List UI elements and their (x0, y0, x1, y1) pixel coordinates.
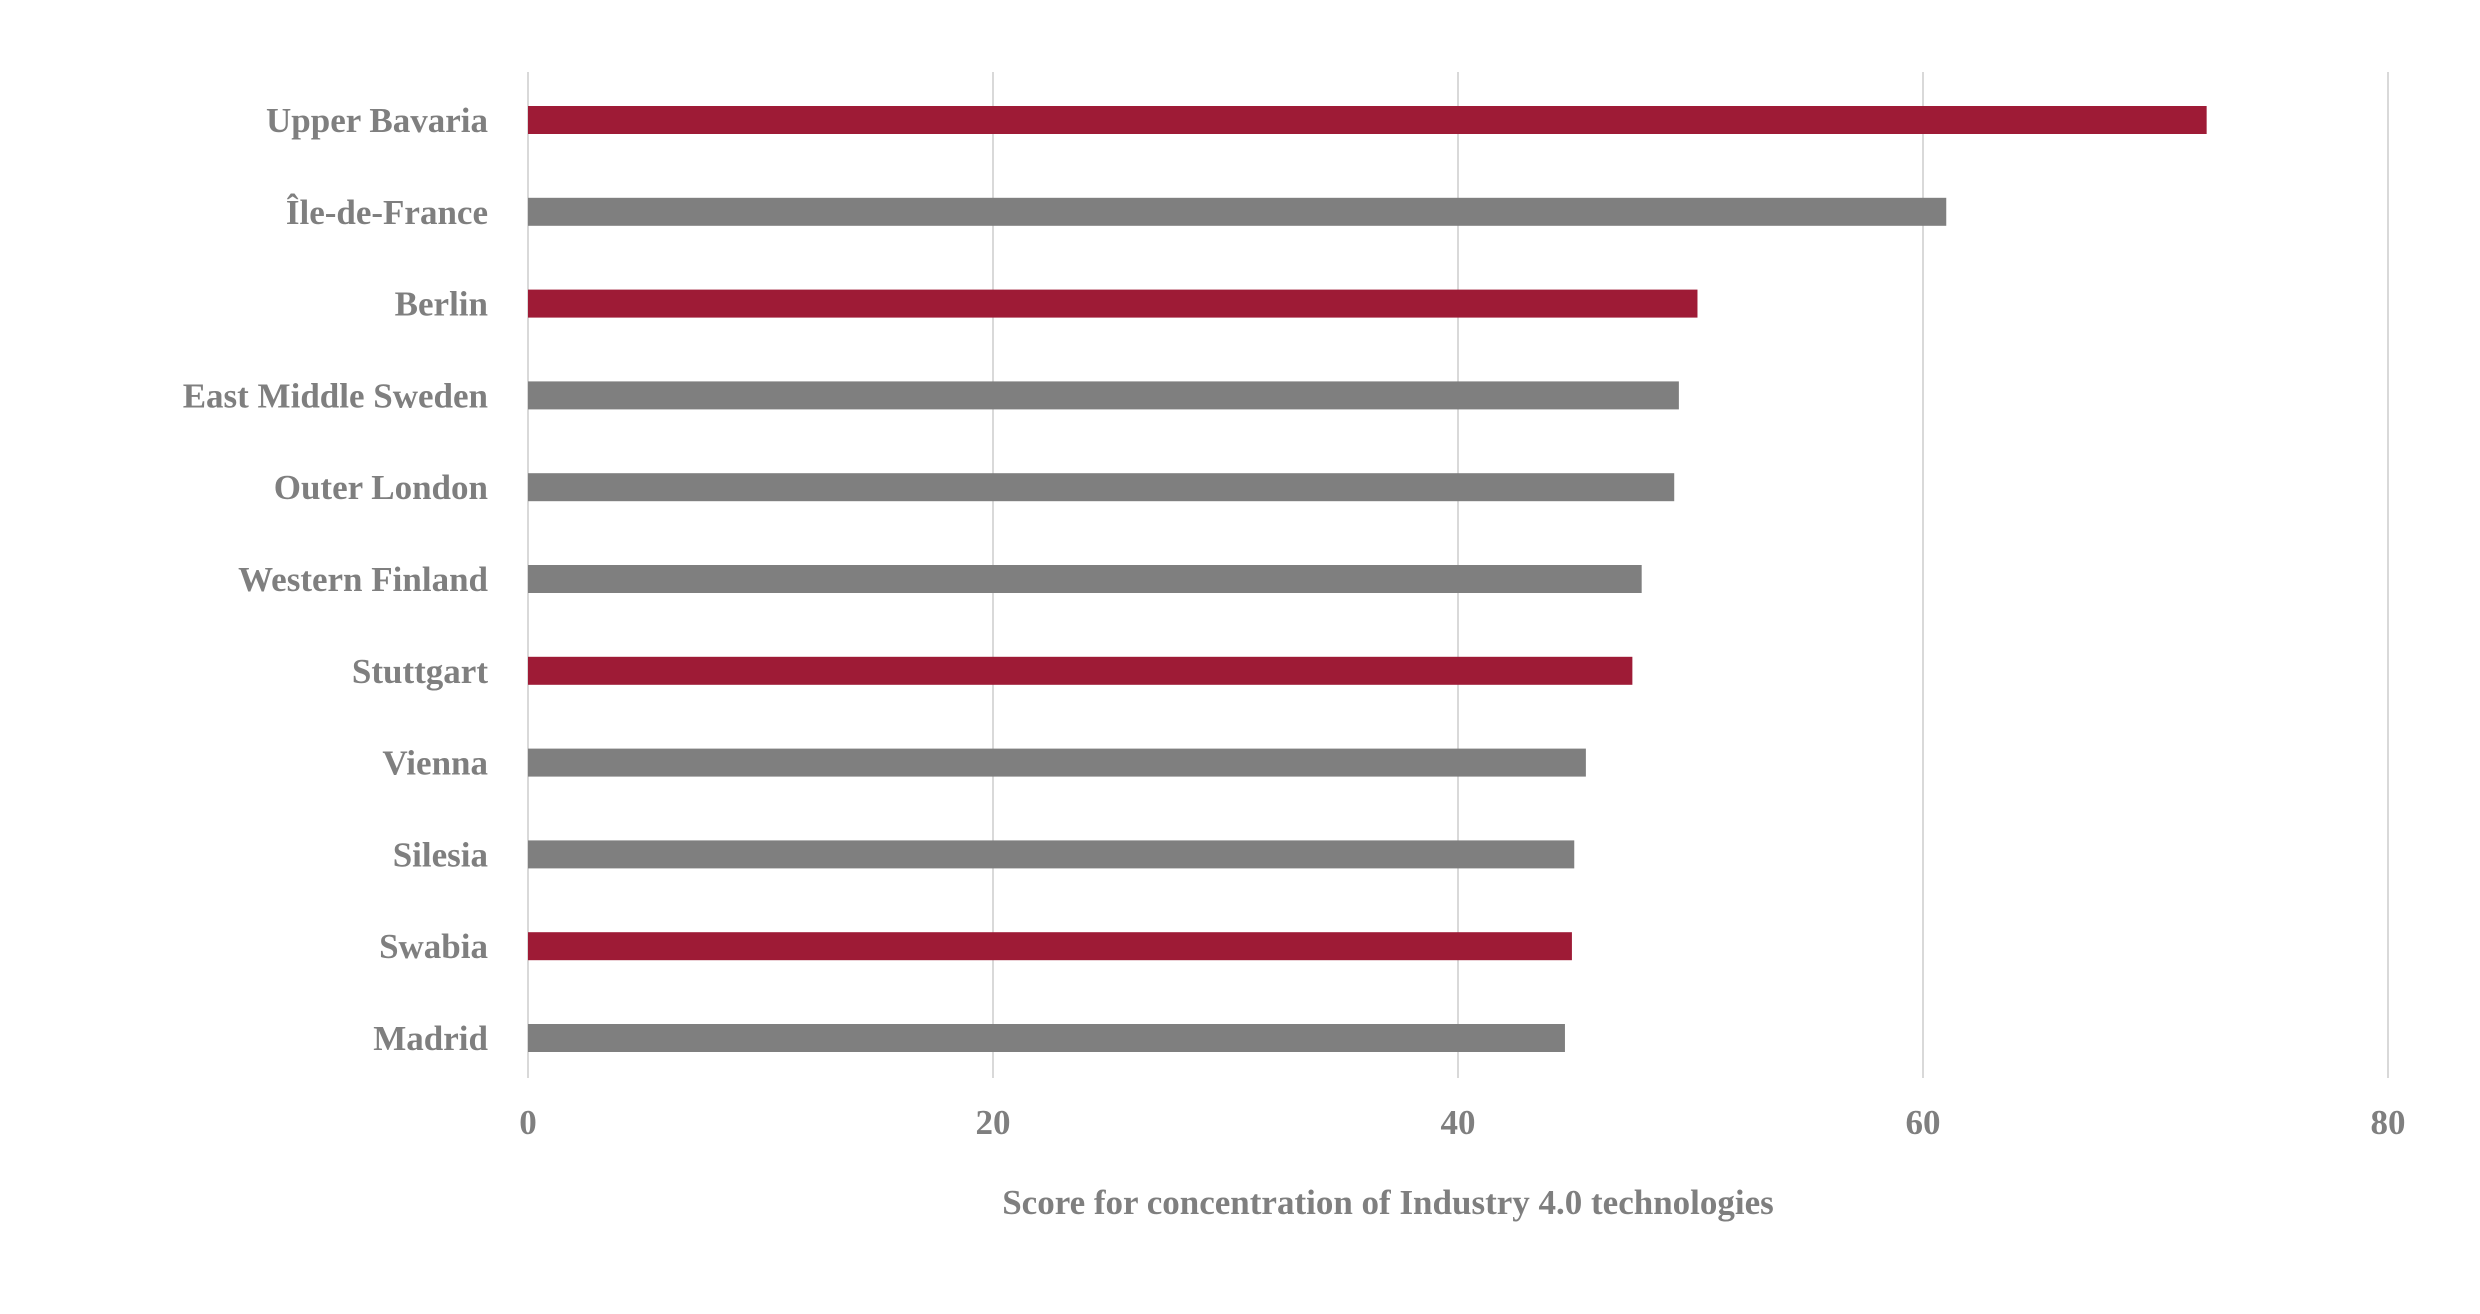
category-label: Outer London (274, 468, 488, 507)
bars (528, 106, 2207, 1052)
category-label: Madrid (373, 1019, 488, 1058)
bar (528, 565, 1642, 593)
bar (528, 840, 1575, 869)
x-axis-title: Score for concentration of Industry 4.0 … (1002, 1183, 1774, 1222)
bar (528, 1024, 1565, 1052)
bar (528, 656, 1633, 685)
x-tick-label: 0 (519, 1103, 537, 1142)
bar (528, 381, 1679, 410)
category-label: Western Finland (238, 560, 488, 599)
x-tick-label: 80 (2371, 1103, 2406, 1142)
x-tick-labels: 0 20 40 60 80 (519, 1103, 2405, 1142)
category-label: Île-de-France (286, 192, 488, 232)
bar (528, 473, 1675, 502)
category-label: Berlin (395, 285, 488, 324)
category-label: Silesia (393, 835, 488, 874)
bar (528, 748, 1586, 777)
bar (528, 932, 1572, 961)
bar (528, 289, 1698, 318)
category-label: East Middle Sweden (183, 376, 488, 415)
bar (528, 197, 1947, 226)
x-tick-label: 60 (1906, 1103, 1941, 1142)
category-labels: Upper Bavaria Île-de-France Berlin East Mid… (183, 101, 489, 1058)
category-label: Swabia (379, 927, 488, 966)
bar (528, 106, 2207, 134)
category-label: Stuttgart (352, 652, 488, 691)
x-tick-label: 40 (1441, 1103, 1476, 1142)
x-tick-label: 20 (976, 1103, 1011, 1142)
category-label: Upper Bavaria (266, 101, 488, 140)
category-label: Vienna (382, 744, 488, 783)
